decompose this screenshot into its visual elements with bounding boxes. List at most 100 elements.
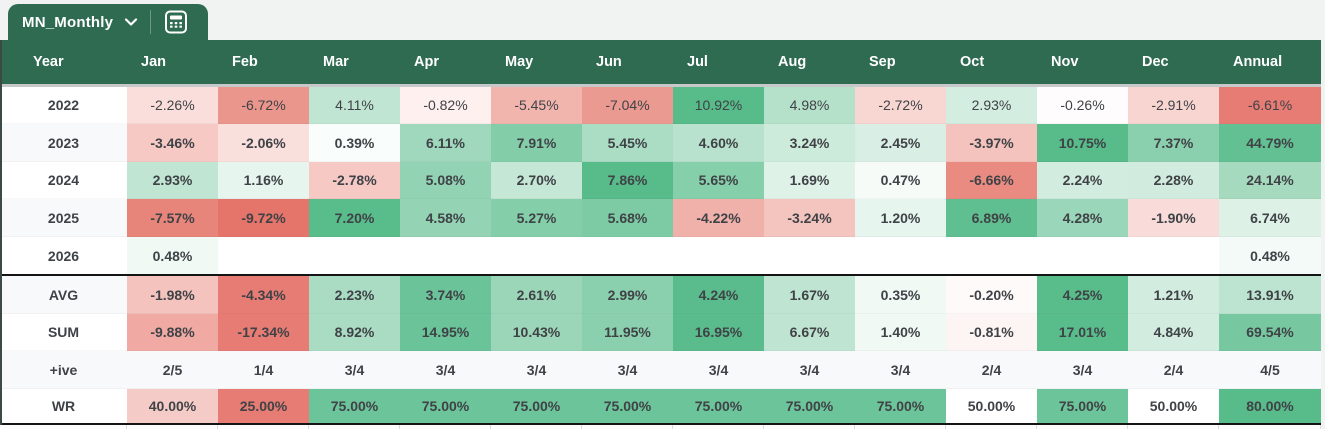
- table-cell[interactable]: 8.92%: [309, 314, 400, 351]
- column-header-jun[interactable]: Jun: [582, 40, 673, 87]
- row-label-avg[interactable]: AVG: [0, 276, 127, 314]
- table-cell[interactable]: 4.98%: [764, 87, 855, 124]
- table-cell[interactable]: 75.00%: [1037, 389, 1128, 425]
- table-cell[interactable]: 0.35%: [855, 276, 946, 314]
- table-cell[interactable]: -2.06%: [218, 124, 309, 162]
- table-cell[interactable]: 4.58%: [400, 199, 491, 237]
- table-cell[interactable]: [309, 237, 400, 276]
- table-cell[interactable]: [1128, 237, 1219, 276]
- table-cell[interactable]: -4.22%: [673, 199, 764, 237]
- table-cell[interactable]: 4.25%: [1037, 276, 1128, 314]
- table-cell[interactable]: 7.37%: [1128, 124, 1219, 162]
- table-cell[interactable]: -1.98%: [127, 276, 218, 314]
- chevron-down-icon[interactable]: [124, 17, 138, 27]
- table-cell[interactable]: 75.00%: [400, 389, 491, 425]
- table-cell[interactable]: 10.92%: [673, 87, 764, 124]
- row-label-2025[interactable]: 2025: [0, 199, 127, 237]
- table-cell[interactable]: 5.45%: [582, 124, 673, 162]
- table-cell[interactable]: 3/4: [764, 351, 855, 389]
- table-cell[interactable]: -0.82%: [400, 87, 491, 124]
- table-cell[interactable]: -3.24%: [764, 199, 855, 237]
- table-cell[interactable]: -2.78%: [309, 162, 400, 199]
- row-label-+ive[interactable]: +ive: [0, 351, 127, 389]
- table-cell[interactable]: -6.66%: [946, 162, 1037, 199]
- table-cell[interactable]: 1.67%: [764, 276, 855, 314]
- column-header-mar[interactable]: Mar: [309, 40, 400, 87]
- table-cell[interactable]: 50.00%: [946, 389, 1037, 425]
- table-cell[interactable]: [218, 237, 309, 276]
- table-cell[interactable]: 3/4: [1037, 351, 1128, 389]
- table-cell[interactable]: 4.60%: [673, 124, 764, 162]
- table-cell[interactable]: 3/4: [582, 351, 673, 389]
- table-cell[interactable]: 3/4: [400, 351, 491, 389]
- column-header-may[interactable]: May: [491, 40, 582, 87]
- table-cell[interactable]: 14.95%: [400, 314, 491, 351]
- table-cell[interactable]: [582, 237, 673, 276]
- table-cell[interactable]: [855, 237, 946, 276]
- table-cell[interactable]: 1/4: [218, 351, 309, 389]
- column-header-sep[interactable]: Sep: [855, 40, 946, 87]
- table-cell[interactable]: [764, 237, 855, 276]
- sheet-tab-mn-monthly[interactable]: MN_Monthly: [8, 4, 208, 40]
- table-cell[interactable]: 2.93%: [127, 162, 218, 199]
- table-cell[interactable]: 0.48%: [127, 237, 218, 276]
- table-cell[interactable]: -9.72%: [218, 199, 309, 237]
- table-cell[interactable]: 2.23%: [309, 276, 400, 314]
- table-cell[interactable]: 75.00%: [582, 389, 673, 425]
- table-cell[interactable]: 3/4: [673, 351, 764, 389]
- table-cell[interactable]: -0.26%: [1037, 87, 1128, 124]
- table-cell[interactable]: 10.43%: [491, 314, 582, 351]
- row-label-sum[interactable]: SUM: [0, 314, 127, 351]
- column-header-oct[interactable]: Oct: [946, 40, 1037, 87]
- row-label-2023[interactable]: 2023: [0, 124, 127, 162]
- table-cell[interactable]: 3.24%: [764, 124, 855, 162]
- table-cell[interactable]: 2.28%: [1128, 162, 1219, 199]
- row-label-2022[interactable]: 2022: [0, 87, 127, 124]
- table-cell[interactable]: 2.99%: [582, 276, 673, 314]
- table-cell[interactable]: 0.39%: [309, 124, 400, 162]
- table-cell[interactable]: 4.11%: [309, 87, 400, 124]
- table-cell[interactable]: 6.74%: [1219, 199, 1321, 237]
- table-cell[interactable]: 75.00%: [764, 389, 855, 425]
- column-header-year[interactable]: Year: [0, 40, 127, 87]
- column-header-aug[interactable]: Aug: [764, 40, 855, 87]
- table-cell[interactable]: 4.84%: [1128, 314, 1219, 351]
- table-cell[interactable]: 3.74%: [400, 276, 491, 314]
- table-cell[interactable]: -2.26%: [127, 87, 218, 124]
- table-cell[interactable]: 1.20%: [855, 199, 946, 237]
- column-header-nov[interactable]: Nov: [1037, 40, 1128, 87]
- column-header-feb[interactable]: Feb: [218, 40, 309, 87]
- table-cell[interactable]: -6.61%: [1219, 87, 1321, 124]
- table-cell[interactable]: -1.90%: [1128, 199, 1219, 237]
- row-label-2024[interactable]: 2024: [0, 162, 127, 199]
- table-cell[interactable]: 2/5: [127, 351, 218, 389]
- table-cell[interactable]: 4.24%: [673, 276, 764, 314]
- table-cell[interactable]: 6.11%: [400, 124, 491, 162]
- table-cell[interactable]: 5.65%: [673, 162, 764, 199]
- table-cell[interactable]: -9.88%: [127, 314, 218, 351]
- table-cell[interactable]: 6.67%: [764, 314, 855, 351]
- table-cell[interactable]: 75.00%: [673, 389, 764, 425]
- table-cell[interactable]: -3.97%: [946, 124, 1037, 162]
- table-cell[interactable]: [491, 237, 582, 276]
- table-cell[interactable]: 7.20%: [309, 199, 400, 237]
- column-header-apr[interactable]: Apr: [400, 40, 491, 87]
- column-header-jul[interactable]: Jul: [673, 40, 764, 87]
- table-cell[interactable]: 75.00%: [855, 389, 946, 425]
- table-cell[interactable]: 1.69%: [764, 162, 855, 199]
- table-cell[interactable]: -0.20%: [946, 276, 1037, 314]
- table-cell[interactable]: [400, 237, 491, 276]
- table-cell[interactable]: -5.45%: [491, 87, 582, 124]
- table-cell[interactable]: 2.93%: [946, 87, 1037, 124]
- table-cell[interactable]: 0.48%: [1219, 237, 1321, 276]
- table-cell[interactable]: 2/4: [946, 351, 1037, 389]
- table-cell[interactable]: -2.91%: [1128, 87, 1219, 124]
- table-cell[interactable]: 25.00%: [218, 389, 309, 425]
- column-header-annual[interactable]: Annual: [1219, 40, 1321, 87]
- table-cell[interactable]: 75.00%: [309, 389, 400, 425]
- table-cell[interactable]: 75.00%: [491, 389, 582, 425]
- table-cell[interactable]: 4/5: [1219, 351, 1321, 389]
- table-cell[interactable]: 2/4: [1128, 351, 1219, 389]
- table-cell[interactable]: 2.45%: [855, 124, 946, 162]
- table-cell[interactable]: -4.34%: [218, 276, 309, 314]
